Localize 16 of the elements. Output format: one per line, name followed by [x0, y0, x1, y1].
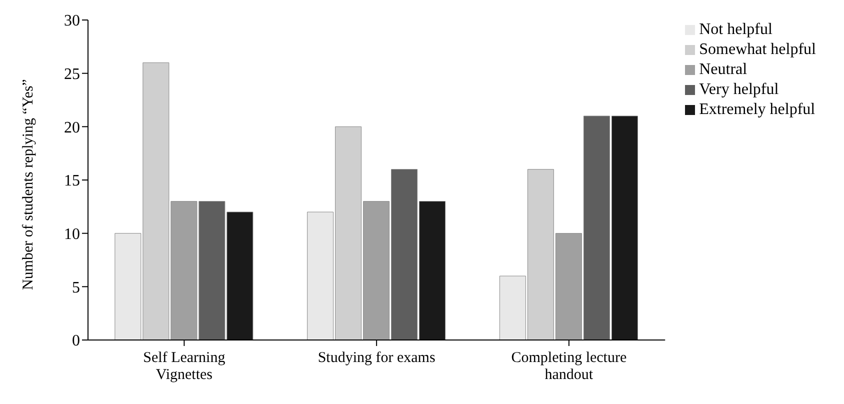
- legend-label: Somewhat helpful: [699, 41, 816, 58]
- x-tick-label: Studying for exams: [318, 350, 436, 366]
- legend-label: Very helpful: [699, 81, 779, 98]
- legend-label: Not helpful: [699, 21, 772, 38]
- y-tick-label: 30: [64, 12, 80, 30]
- legend-label: Extremely helpful: [699, 101, 816, 118]
- y-axis-title: Number of students replying “Yes”: [20, 79, 36, 290]
- y-tick-label: 25: [64, 66, 80, 84]
- y-tick-label: 20: [64, 119, 80, 136]
- y-tick-label: 10: [64, 226, 80, 244]
- x-tick-label: Self Learning Vignettes: [143, 350, 226, 383]
- y-tick-label: 5: [72, 279, 80, 296]
- legend-label: Neutral: [699, 61, 748, 78]
- y-tick-label: 0: [72, 332, 80, 350]
- x-tick-label: Completing lecture handout: [511, 350, 627, 383]
- y-tick-label: 15: [64, 172, 80, 190]
